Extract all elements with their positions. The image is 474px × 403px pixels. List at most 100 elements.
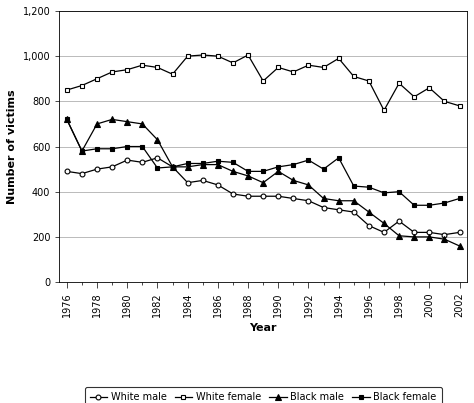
Black male (336, 198, 342, 203)
White male (170, 164, 175, 169)
Black male (79, 149, 85, 154)
White female (155, 65, 160, 70)
Black male (245, 173, 251, 178)
White male (230, 191, 236, 196)
White female (200, 52, 206, 57)
White male (109, 164, 115, 169)
Black female (442, 201, 447, 206)
Black male (155, 137, 160, 142)
White female (139, 63, 145, 68)
Black female (124, 144, 130, 149)
White female (351, 74, 356, 79)
Black female (396, 189, 402, 194)
Black male (306, 183, 311, 187)
Black male (366, 210, 372, 214)
Black male (351, 198, 356, 203)
White male (155, 156, 160, 160)
White male (442, 232, 447, 237)
White female (336, 56, 342, 61)
Black female (366, 185, 372, 190)
White male (321, 205, 327, 210)
Black female (64, 117, 70, 122)
White female (291, 70, 296, 75)
Black female (139, 144, 145, 149)
Black female (456, 196, 462, 201)
Black female (109, 146, 115, 151)
Black male (427, 235, 432, 239)
White male (215, 183, 221, 187)
X-axis label: Year: Year (249, 323, 277, 333)
White female (427, 85, 432, 90)
Black female (200, 161, 206, 166)
Black female (94, 146, 100, 151)
Black male (275, 169, 281, 174)
Black male (381, 221, 387, 226)
White female (245, 52, 251, 57)
White female (275, 65, 281, 70)
Black female (321, 167, 327, 172)
White male (124, 158, 130, 162)
White female (64, 87, 70, 92)
White male (275, 194, 281, 199)
Line: Black female: Black female (64, 117, 462, 208)
White female (442, 99, 447, 104)
White female (124, 67, 130, 72)
White male (396, 219, 402, 224)
White male (185, 180, 191, 185)
Black female (275, 164, 281, 169)
Line: White male: White male (64, 156, 462, 237)
Black female (230, 160, 236, 165)
White female (456, 104, 462, 108)
White female (230, 60, 236, 65)
White male (245, 194, 251, 199)
White male (411, 230, 417, 235)
Black female (215, 159, 221, 164)
White female (306, 63, 311, 68)
White male (64, 169, 70, 174)
Black female (170, 164, 175, 169)
Legend: White male, White female, Black male, Black female: White male, White female, Black male, Bl… (85, 387, 442, 403)
White male (336, 208, 342, 212)
White female (260, 79, 266, 83)
Black female (336, 156, 342, 160)
Black male (442, 237, 447, 241)
Black female (351, 184, 356, 189)
White male (94, 167, 100, 172)
Black female (155, 166, 160, 170)
White female (396, 81, 402, 86)
Black male (321, 196, 327, 201)
White female (94, 76, 100, 81)
Black male (200, 162, 206, 167)
Black female (79, 149, 85, 154)
White male (456, 230, 462, 235)
Black female (185, 161, 191, 166)
Black male (170, 164, 175, 169)
Black male (185, 164, 191, 169)
White male (366, 223, 372, 228)
Black female (306, 158, 311, 162)
White female (185, 54, 191, 58)
White female (109, 70, 115, 75)
White female (79, 83, 85, 88)
White female (215, 54, 221, 58)
White male (291, 196, 296, 201)
Black male (64, 117, 70, 122)
White female (170, 72, 175, 77)
Black male (230, 169, 236, 174)
Black male (291, 178, 296, 183)
Black female (260, 169, 266, 174)
White male (381, 230, 387, 235)
White male (306, 198, 311, 203)
Black male (260, 180, 266, 185)
Y-axis label: Number of victims: Number of victims (7, 89, 17, 204)
White male (139, 160, 145, 165)
Black male (456, 243, 462, 248)
Black female (411, 203, 417, 208)
Black male (109, 117, 115, 122)
Black male (215, 162, 221, 167)
Black male (94, 122, 100, 127)
Black male (411, 235, 417, 239)
Line: White female: White female (64, 52, 462, 113)
White female (381, 108, 387, 113)
White female (321, 65, 327, 70)
